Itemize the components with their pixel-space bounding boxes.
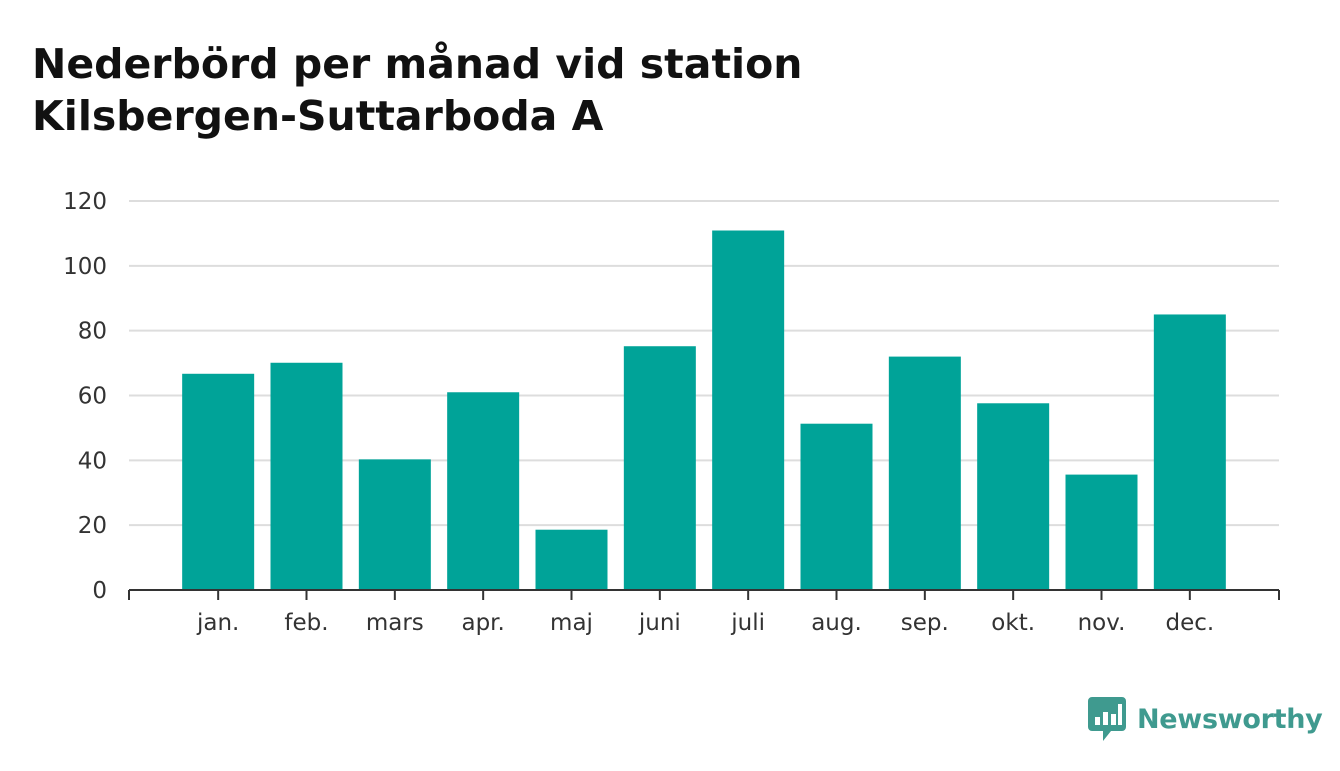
x-tick-label: okt. [991, 610, 1035, 636]
bar-maj [535, 529, 608, 590]
bar-jan [182, 373, 255, 590]
newsworthy-brand: Newsworthy [1088, 697, 1323, 741]
y-tick-label: 60 [78, 384, 107, 410]
y-tick-label: 0 [92, 578, 107, 604]
x-axis-tick-labels: jan. feb. mars apr. maj juni juli aug. sep. okt. n… [196, 610, 1214, 636]
x-tick-label: feb. [284, 610, 328, 636]
y-tick-label: 120 [63, 189, 107, 215]
x-axis [128, 589, 1280, 600]
bar-sep [888, 356, 961, 590]
x-tick-label: nov. [1078, 610, 1126, 636]
bar-mars [358, 459, 431, 590]
bars [182, 230, 1226, 591]
bar-aug [800, 423, 873, 590]
x-tick-label: sep. [901, 610, 949, 636]
brand-name: Newsworthy [1137, 703, 1323, 735]
x-tick-label: aug. [811, 610, 862, 636]
x-tick-label: maj [550, 610, 593, 636]
y-tick-label: 100 [63, 254, 107, 280]
y-tick-label: 20 [78, 513, 107, 539]
bar-feb [270, 362, 343, 590]
newsworthy-logo-icon [1088, 697, 1126, 741]
bar-juni [623, 346, 696, 590]
chart-title: Nederbörd per månad vid station Kilsberg… [32, 38, 1032, 142]
x-tick-label: dec. [1165, 610, 1214, 636]
chart-title-line-2: Kilsbergen-Suttarboda A [32, 92, 604, 140]
x-tick-label: jan. [196, 610, 239, 636]
x-tick-label: juli [730, 610, 765, 636]
y-tick-label: 80 [78, 319, 107, 345]
x-tick-label: juni [638, 610, 681, 636]
bar-dec [1153, 314, 1226, 590]
bar-juli [712, 230, 785, 591]
bar-okt [977, 403, 1050, 590]
y-axis-tick-labels: 0 20 40 60 80 100 120 [63, 189, 107, 604]
bar-nov [1065, 474, 1138, 590]
x-tick-label: mars [366, 610, 424, 636]
chart-title-line-1: Nederbörd per månad vid station [32, 40, 803, 88]
y-tick-label: 40 [78, 448, 107, 474]
x-tick-label: apr. [461, 610, 504, 636]
bar-apr [447, 392, 520, 590]
